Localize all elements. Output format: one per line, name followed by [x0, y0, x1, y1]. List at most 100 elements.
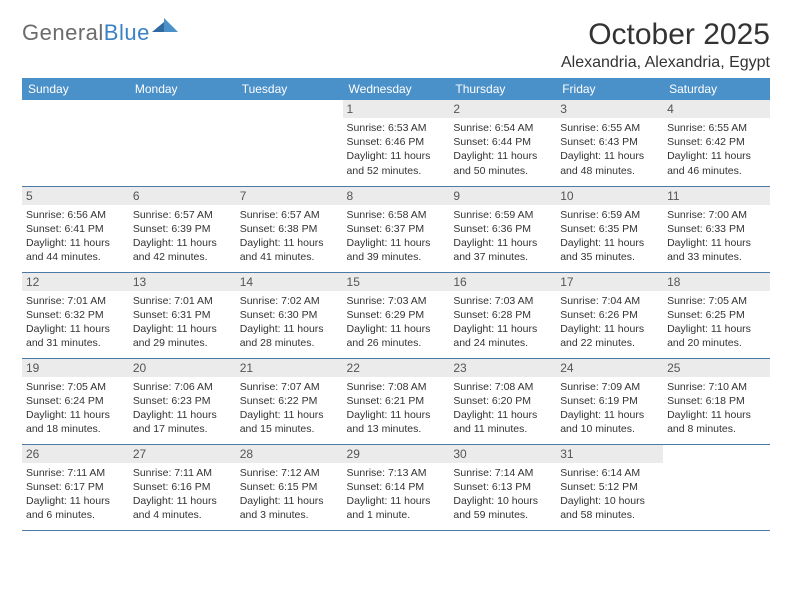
calendar-page: GeneralBlue October 2025 Alexandria, Ale… — [0, 0, 792, 549]
sunrise-text: Sunrise: 7:11 AM — [26, 466, 125, 480]
sunset-text: Sunset: 6:35 PM — [560, 222, 659, 236]
day-details: Sunrise: 7:08 AMSunset: 6:21 PMDaylight:… — [347, 380, 446, 437]
header: GeneralBlue October 2025 Alexandria, Ale… — [22, 18, 770, 72]
day-number: 5 — [22, 187, 129, 205]
day-number: 31 — [556, 445, 663, 463]
sunrise-text: Sunrise: 6:54 AM — [453, 121, 552, 135]
calendar-day-cell: 4Sunrise: 6:55 AMSunset: 6:42 PMDaylight… — [663, 100, 770, 186]
day-number: 12 — [22, 273, 129, 291]
calendar-day-cell: 19Sunrise: 7:05 AMSunset: 6:24 PMDayligh… — [22, 358, 129, 444]
daylight-text: Daylight: 11 hours and 28 minutes. — [240, 322, 339, 350]
sunrise-text: Sunrise: 7:08 AM — [453, 380, 552, 394]
day-details: Sunrise: 7:03 AMSunset: 6:28 PMDaylight:… — [453, 294, 552, 351]
calendar-day-cell: 1Sunrise: 6:53 AMSunset: 6:46 PMDaylight… — [343, 100, 450, 186]
calendar-day-cell: 27 Sunrise: 7:11 AMSunset: 6:16 PMDayligh… — [129, 444, 236, 530]
day-details: Sunrise: 7:04 AMSunset: 6:26 PMDaylight:… — [560, 294, 659, 351]
day-number: 8 — [343, 187, 450, 205]
daylight-text: Daylight: 10 hours and 58 minutes. — [560, 494, 659, 522]
calendar-day-cell: 10Sunrise: 6:59 AMSunset: 6:35 PMDayligh… — [556, 186, 663, 272]
calendar-week-row: 26Sunrise: 7:11 AMSunset: 6:17 PMDayligh… — [22, 444, 770, 530]
daylight-text: Daylight: 11 hours and 37 minutes. — [453, 236, 552, 264]
daylight-text: Daylight: 11 hours and 22 minutes. — [560, 322, 659, 350]
daylight-text: Daylight: 11 hours and 35 minutes. — [560, 236, 659, 264]
sunrise-text: Sunrise: 7:06 AM — [133, 380, 232, 394]
sunset-text: Sunset: 6:46 PM — [347, 135, 446, 149]
sunrise-text: Sunrise: 7:05 AM — [667, 294, 766, 308]
calendar-day-cell: 11Sunrise: 7:00 AMSunset: 6:33 PMDayligh… — [663, 186, 770, 272]
calendar-day-cell: 13 Sunrise: 7:01 AMSunset: 6:31 PMDayligh… — [129, 272, 236, 358]
day-number: 26 — [22, 445, 129, 463]
day-details: Sunrise: 7:00 AMSunset: 6:33 PMDaylight:… — [667, 208, 766, 265]
calendar-day-cell: 30Sunrise: 7:14 AMSunset: 6:13 PMDayligh… — [449, 444, 556, 530]
day-details: Sunrise: 7:11 AMSunset: 6:17 PMDaylight:… — [26, 466, 125, 523]
sunset-text: Sunset: 6:17 PM — [26, 480, 125, 494]
sunrise-text: Sunrise: 7:07 AM — [240, 380, 339, 394]
day-details: Sunrise: 7:01 AMSunset: 6:32 PMDaylight:… — [26, 294, 125, 351]
weekday-header: Thursday — [449, 78, 556, 100]
day-number: 27 — [129, 445, 236, 463]
weekday-header: Friday — [556, 78, 663, 100]
sunset-text: Sunset: 6:15 PM — [240, 480, 339, 494]
sunrise-text: Sunrise: 7:13 AM — [347, 466, 446, 480]
calendar-day-cell: 21 Sunrise: 7:07 AMSunset: 6:22 PMDayligh… — [236, 358, 343, 444]
day-number: 13 — [129, 273, 236, 291]
sunrise-text: Sunrise: 7:09 AM — [560, 380, 659, 394]
daylight-text: Daylight: 11 hours and 1 minute. — [347, 494, 446, 522]
sunset-text: Sunset: 6:19 PM — [560, 394, 659, 408]
bottom-rule — [22, 530, 770, 531]
sunset-text: Sunset: 6:36 PM — [453, 222, 552, 236]
day-details: Sunrise: 7:11 AMSunset: 6:16 PMDaylight:… — [133, 466, 232, 523]
day-details: Sunrise: 7:01 AMSunset: 6:31 PMDaylight:… — [133, 294, 232, 351]
day-number: 14 — [236, 273, 343, 291]
sunset-text: Sunset: 6:18 PM — [667, 394, 766, 408]
logo: GeneralBlue — [22, 18, 180, 46]
day-number: 21 — [236, 359, 343, 377]
sunrise-text: Sunrise: 6:14 AM — [560, 466, 659, 480]
calendar-day-cell: 12 Sunrise: 7:01 AMSunset: 6:32 PMDayligh… — [22, 272, 129, 358]
sunset-text: Sunset: 6:30 PM — [240, 308, 339, 322]
calendar-day-cell: 15Sunrise: 7:03 AMSunset: 6:29 PMDayligh… — [343, 272, 450, 358]
calendar-day-cell: 23Sunrise: 7:08 AMSunset: 6:20 PMDayligh… — [449, 358, 556, 444]
calendar-day-cell: 24Sunrise: 7:09 AMSunset: 6:19 PMDayligh… — [556, 358, 663, 444]
calendar-day-cell: 29Sunrise: 7:13 AMSunset: 6:14 PMDayligh… — [343, 444, 450, 530]
daylight-text: Daylight: 11 hours and 18 minutes. — [26, 408, 125, 436]
sunset-text: Sunset: 6:21 PM — [347, 394, 446, 408]
day-number: 18 — [663, 273, 770, 291]
daylight-text: Daylight: 11 hours and 48 minutes. — [560, 149, 659, 177]
calendar-day-cell — [236, 100, 343, 186]
day-number: 30 — [449, 445, 556, 463]
sunrise-text: Sunrise: 6:53 AM — [347, 121, 446, 135]
day-number: 9 — [449, 187, 556, 205]
day-details: Sunrise: 7:07 AMSunset: 6:22 PMDaylight:… — [240, 380, 339, 437]
sunrise-text: Sunrise: 7:03 AM — [347, 294, 446, 308]
sunrise-text: Sunrise: 7:11 AM — [133, 466, 232, 480]
daylight-text: Daylight: 11 hours and 52 minutes. — [347, 149, 446, 177]
day-number: 2 — [449, 100, 556, 118]
daylight-text: Daylight: 11 hours and 10 minutes. — [560, 408, 659, 436]
sunset-text: Sunset: 6:41 PM — [26, 222, 125, 236]
day-number: 29 — [343, 445, 450, 463]
calendar-day-cell: 25Sunrise: 7:10 AMSunset: 6:18 PMDayligh… — [663, 358, 770, 444]
sunrise-text: Sunrise: 7:02 AM — [240, 294, 339, 308]
sunrise-text: Sunrise: 7:00 AM — [667, 208, 766, 222]
daylight-text: Daylight: 11 hours and 44 minutes. — [26, 236, 125, 264]
calendar-day-cell: 6Sunrise: 6:57 AMSunset: 6:39 PMDaylight… — [129, 186, 236, 272]
day-details: Sunrise: 6:55 AMSunset: 6:43 PMDaylight:… — [560, 121, 659, 178]
sunset-text: Sunset: 6:31 PM — [133, 308, 232, 322]
day-details: Sunrise: 6:56 AMSunset: 6:41 PMDaylight:… — [26, 208, 125, 265]
day-details: Sunrise: 7:08 AMSunset: 6:20 PMDaylight:… — [453, 380, 552, 437]
day-number: 22 — [343, 359, 450, 377]
sunset-text: Sunset: 6:26 PM — [560, 308, 659, 322]
weekday-header: Tuesday — [236, 78, 343, 100]
daylight-text: Daylight: 11 hours and 11 minutes. — [453, 408, 552, 436]
sunrise-text: Sunrise: 6:59 AM — [560, 208, 659, 222]
sunrise-text: Sunrise: 6:58 AM — [347, 208, 446, 222]
day-details: Sunrise: 6:53 AMSunset: 6:46 PMDaylight:… — [347, 121, 446, 178]
daylight-text: Daylight: 11 hours and 41 minutes. — [240, 236, 339, 264]
calendar-day-cell: 31Sunrise: 6:14 AMSunset: 5:12 PMDayligh… — [556, 444, 663, 530]
day-number: 25 — [663, 359, 770, 377]
day-details: Sunrise: 7:05 AMSunset: 6:24 PMDaylight:… — [26, 380, 125, 437]
daylight-text: Daylight: 11 hours and 6 minutes. — [26, 494, 125, 522]
calendar-day-cell: 17Sunrise: 7:04 AMSunset: 6:26 PMDayligh… — [556, 272, 663, 358]
calendar-day-cell: 8Sunrise: 6:58 AMSunset: 6:37 PMDaylight… — [343, 186, 450, 272]
